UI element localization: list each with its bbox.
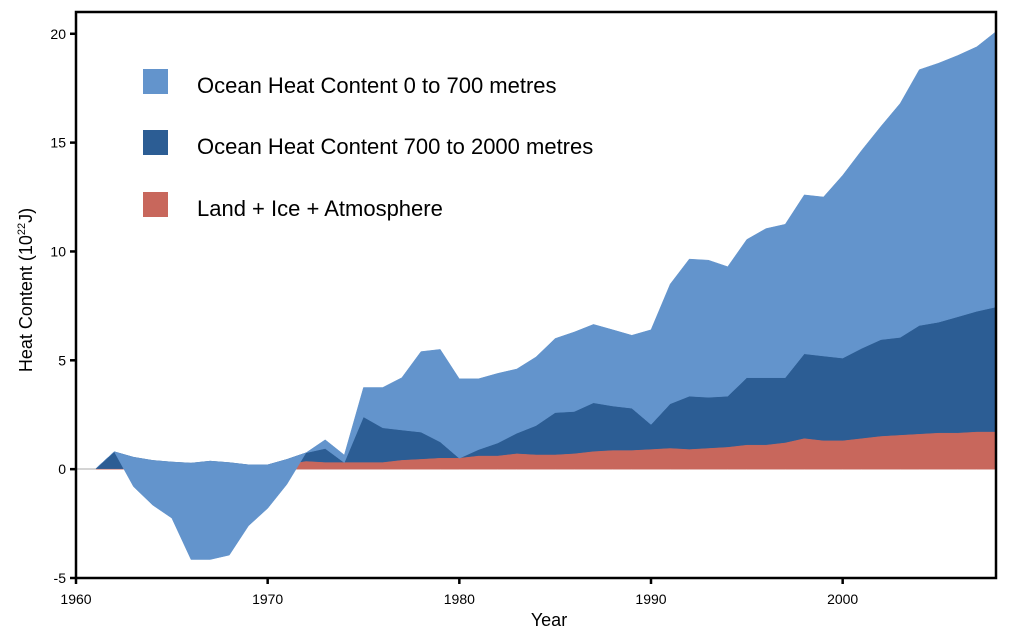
legend-label: Land + Ice + Atmosphere	[197, 196, 443, 221]
legend-item: Land + Ice + Atmosphere	[143, 192, 443, 221]
legend-item: Ocean Heat Content 0 to 700 metres	[143, 69, 557, 98]
plot-frame	[74, 10, 998, 580]
y-tick-label: 5	[58, 352, 66, 368]
y-tick-label: 10	[50, 243, 66, 259]
x-axis-label: Year	[531, 610, 567, 630]
y-tick-label: -5	[54, 570, 67, 586]
x-tick-label: 1990	[635, 591, 666, 607]
y-tick-label: 20	[50, 26, 66, 42]
x-tick-label: 1960	[60, 591, 91, 607]
y-tick-label: 0	[58, 461, 66, 477]
x-tick-label: 1980	[444, 591, 475, 607]
stacked-areas	[76, 31, 997, 560]
legend-label: Ocean Heat Content 700 to 2000 metres	[197, 134, 593, 159]
area-ocean-heat-content-0-to-700-metres	[76, 31, 997, 560]
legend-swatch-ocean-0-700	[143, 69, 168, 94]
legend-item: Ocean Heat Content 700 to 2000 metres	[143, 130, 593, 159]
legend-swatch-land-ice-atmosphere	[143, 192, 168, 217]
x-axis-ticks: 1960 1970 1980 1990 2000	[60, 578, 858, 607]
legend-label: Ocean Heat Content 0 to 700 metres	[197, 73, 557, 98]
x-tick-label: 1970	[252, 591, 283, 607]
x-tick-label: 2000	[827, 591, 858, 607]
y-axis-label: Heat Content (1022J)	[16, 208, 36, 372]
legend-swatch-ocean-700-2000	[143, 130, 168, 155]
legend: Ocean Heat Content 0 to 700 metres Ocean…	[143, 69, 593, 221]
y-axis-ticks: -5 0 5 10 15 20	[50, 26, 76, 586]
y-tick-label: 15	[50, 135, 66, 151]
